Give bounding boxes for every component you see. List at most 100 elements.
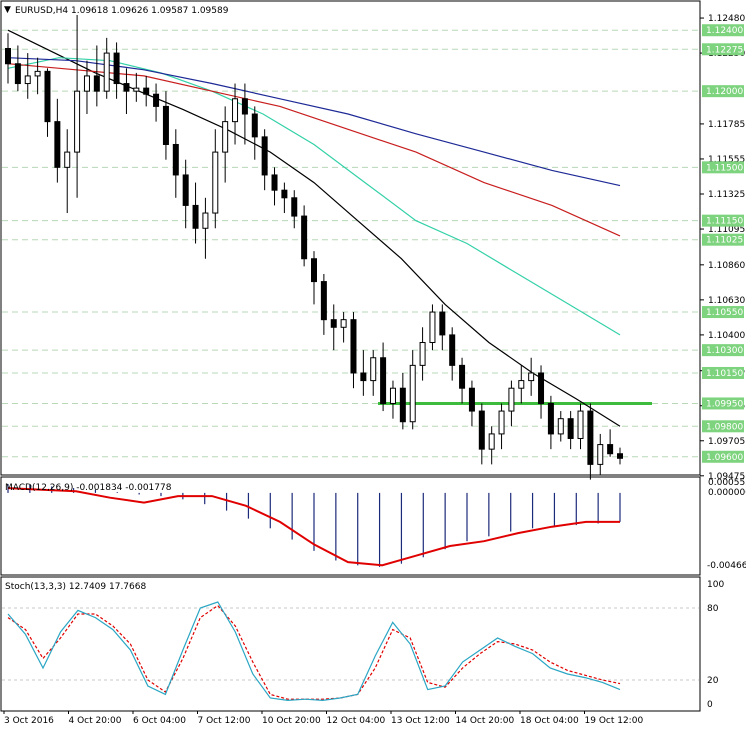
candle-15 — [153, 83, 160, 122]
price-tick-5: 1.11095 — [708, 225, 745, 235]
candle-34 — [340, 312, 347, 343]
level-label-9: 1.09950 — [706, 399, 743, 409]
time-tick-2: 6 Oct 04:00 — [133, 716, 186, 726]
candle-56 — [557, 411, 564, 442]
candle-11 — [113, 42, 120, 99]
level-box-0 — [702, 24, 744, 37]
candle-18 — [182, 159, 189, 229]
moving-average-3 — [7, 57, 621, 187]
price-tick-11: 1.09705 — [708, 437, 745, 447]
level-box-10 — [702, 420, 744, 433]
stoch-axis-100: 100 — [707, 580, 724, 590]
candle-30 — [301, 205, 308, 267]
level-label-7: 1.10300 — [706, 346, 743, 356]
candle-1 — [14, 45, 21, 92]
level-box-9 — [702, 397, 744, 410]
time-tick-6: 13 Oct 12:00 — [391, 716, 450, 726]
candle-42 — [419, 327, 426, 381]
macd-signal-line — [7, 487, 620, 567]
macd-label: MACD(12,26,9) -0.001834 -0.001778 — [5, 483, 172, 493]
candle-20 — [202, 197, 209, 259]
candle-58 — [577, 403, 584, 450]
candle-8 — [83, 60, 90, 115]
stoch-axis-0: 0 — [707, 700, 713, 710]
ohlc-readout: 1.09618 1.09626 1.09587 1.09589 — [71, 6, 229, 16]
level-label-5: 1.11025 — [706, 236, 743, 246]
chart-title-arrow: ▼ — [4, 5, 11, 15]
stoch-pane[interactable] — [0, 576, 701, 712]
candle-2 — [24, 53, 31, 99]
level-label-0: 1.12400 — [706, 26, 743, 36]
time-tick-5: 12 Oct 04:00 — [327, 716, 386, 726]
candle-31 — [311, 251, 317, 305]
candlestick-series — [5, 15, 623, 480]
candle-22 — [222, 106, 229, 183]
stoch-label: Stoch(13,3,3) 12.7409 17.7668 — [5, 582, 146, 592]
candle-35 — [350, 312, 357, 389]
symbol-label: EURUSD,H4 — [15, 6, 68, 16]
candle-5 — [54, 98, 61, 183]
price-tick-12: 1.09475 — [708, 472, 745, 482]
candle-27 — [271, 167, 278, 206]
candle-55 — [547, 395, 554, 450]
moving-average-1 — [7, 57, 621, 336]
level-label-8: 1.10150 — [706, 369, 743, 379]
time-tick-0: 3 Oct 2016 — [4, 716, 54, 726]
candle-49 — [488, 426, 495, 465]
candle-37 — [370, 350, 377, 396]
macd-pane[interactable] — [0, 476, 701, 576]
candle-38 — [380, 342, 387, 412]
price-tick-0: 1.12480 — [708, 14, 745, 24]
time-tick-4: 10 Oct 20:00 — [262, 716, 321, 726]
candle-41 — [409, 350, 416, 430]
candle-60 — [597, 433, 604, 476]
level-label-11: 1.09600 — [706, 453, 743, 463]
candle-45 — [449, 327, 456, 381]
stochastic-indicator — [2, 601, 699, 702]
candle-33 — [330, 304, 337, 351]
candle-44 — [439, 304, 446, 351]
level-box-8 — [702, 366, 744, 379]
candle-9 — [93, 45, 100, 107]
candle-46 — [459, 357, 466, 404]
time-tick-9: 19 Oct 12:00 — [585, 716, 644, 726]
price-tick-6: 1.10860 — [708, 261, 745, 271]
time-tick-7: 14 Oct 20:00 — [456, 716, 515, 726]
candle-21 — [212, 129, 219, 229]
candle-17 — [172, 129, 179, 198]
candle-0 — [5, 33, 11, 84]
candle-23 — [232, 83, 239, 145]
candle-54 — [538, 365, 545, 419]
stoch-axis-20: 20 — [707, 676, 719, 686]
level-label-2: 1.12000 — [706, 87, 743, 97]
level-label-3: 1.11500 — [706, 163, 743, 173]
candle-6 — [64, 129, 71, 214]
candle-48 — [478, 403, 485, 465]
time-tick-1: 4 Oct 20:00 — [69, 716, 122, 726]
level-label-10: 1.09800 — [706, 422, 743, 432]
candle-36 — [360, 350, 367, 396]
candle-43 — [429, 304, 436, 351]
candle-16 — [162, 91, 169, 160]
level-box-6 — [702, 306, 744, 319]
level-label-4: 1.11150 — [706, 217, 743, 227]
candle-3 — [34, 57, 41, 95]
candle-24 — [241, 83, 248, 145]
time-axis: 3 Oct 2016 4 Oct 20:00 6 Oct 04:00 7 Oct 12… — [3, 711, 644, 726]
candle-32 — [320, 273, 327, 335]
price-tick-4: 1.11325 — [708, 190, 745, 200]
level-box-2 — [702, 85, 744, 98]
candle-19 — [192, 182, 199, 244]
candle-51 — [508, 380, 515, 427]
candle-47 — [468, 380, 475, 427]
moving-average-0 — [7, 29, 621, 427]
level-label-1: 1.12275 — [706, 45, 743, 55]
level-box-4 — [702, 214, 744, 227]
time-tick-3: 7 Oct 12:00 — [198, 716, 251, 726]
time-tick-8: 18 Oct 04:00 — [520, 716, 579, 726]
candle-29 — [291, 190, 298, 229]
macd-indicator — [7, 484, 621, 567]
macd-axis-bottom: -0.004667 — [707, 561, 746, 571]
stoch-axis: 100 80 20 0 — [707, 580, 724, 710]
